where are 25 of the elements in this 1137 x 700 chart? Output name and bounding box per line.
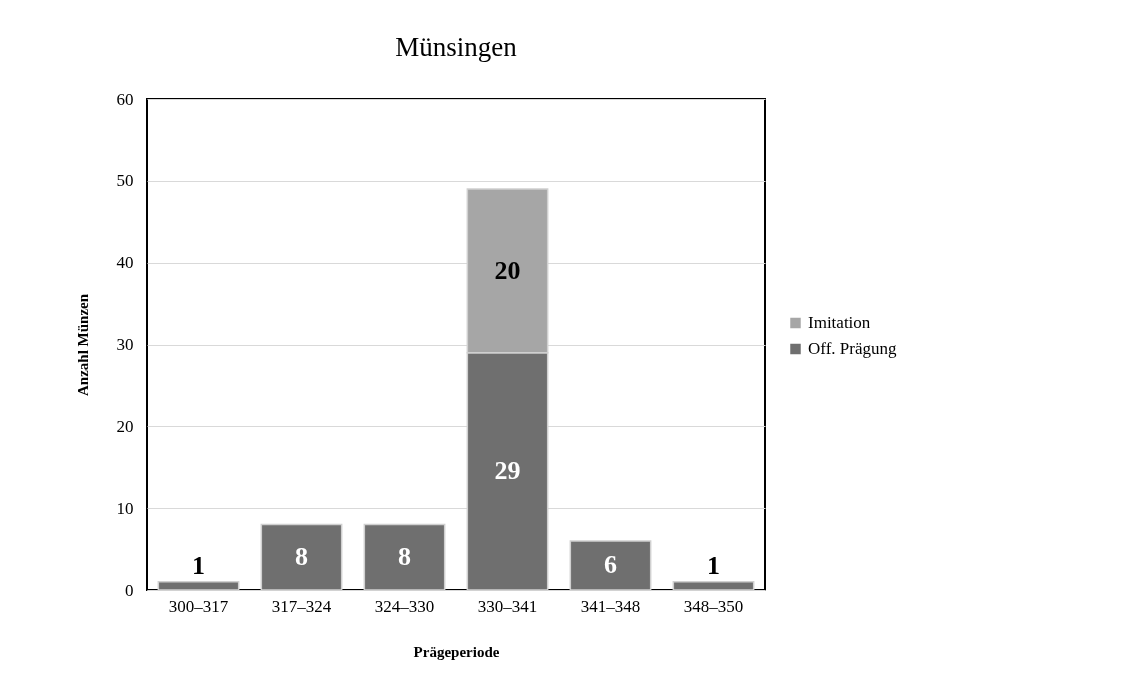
data-label: 20 <box>494 255 521 285</box>
legend-label: Imitation <box>808 313 871 332</box>
x-tick-label: 330–341 <box>477 596 538 616</box>
y-tick-label: 20 <box>116 416 134 436</box>
y-tick-label: 40 <box>116 253 134 273</box>
x-tick-label: 300–317 <box>168 596 229 616</box>
data-label: 1 <box>192 550 205 580</box>
y-tick-label: 50 <box>116 171 134 191</box>
data-label: 6 <box>604 550 617 580</box>
y-tick-label: 60 <box>116 89 134 109</box>
x-axis-title: Prägeperiode <box>413 643 500 660</box>
chart-title: Münsingen <box>395 32 518 62</box>
data-label: 1 <box>707 550 720 580</box>
y-tick-label: 0 <box>125 580 134 600</box>
data-label: 8 <box>295 542 308 572</box>
x-tick-label: 324–330 <box>374 596 435 616</box>
legend-label: Off. Prägung <box>808 339 897 358</box>
data-label: 8 <box>398 542 411 572</box>
data-label: 29 <box>494 456 521 486</box>
x-tick-label: 348–350 <box>683 596 744 616</box>
y-axis-title: Anzahl Münzen <box>74 293 91 397</box>
y-tick-label: 10 <box>116 498 134 518</box>
y-tick-label: 30 <box>116 335 134 354</box>
x-tick-label: 341–348 <box>580 596 641 616</box>
x-tick-label: 317–324 <box>271 596 332 616</box>
